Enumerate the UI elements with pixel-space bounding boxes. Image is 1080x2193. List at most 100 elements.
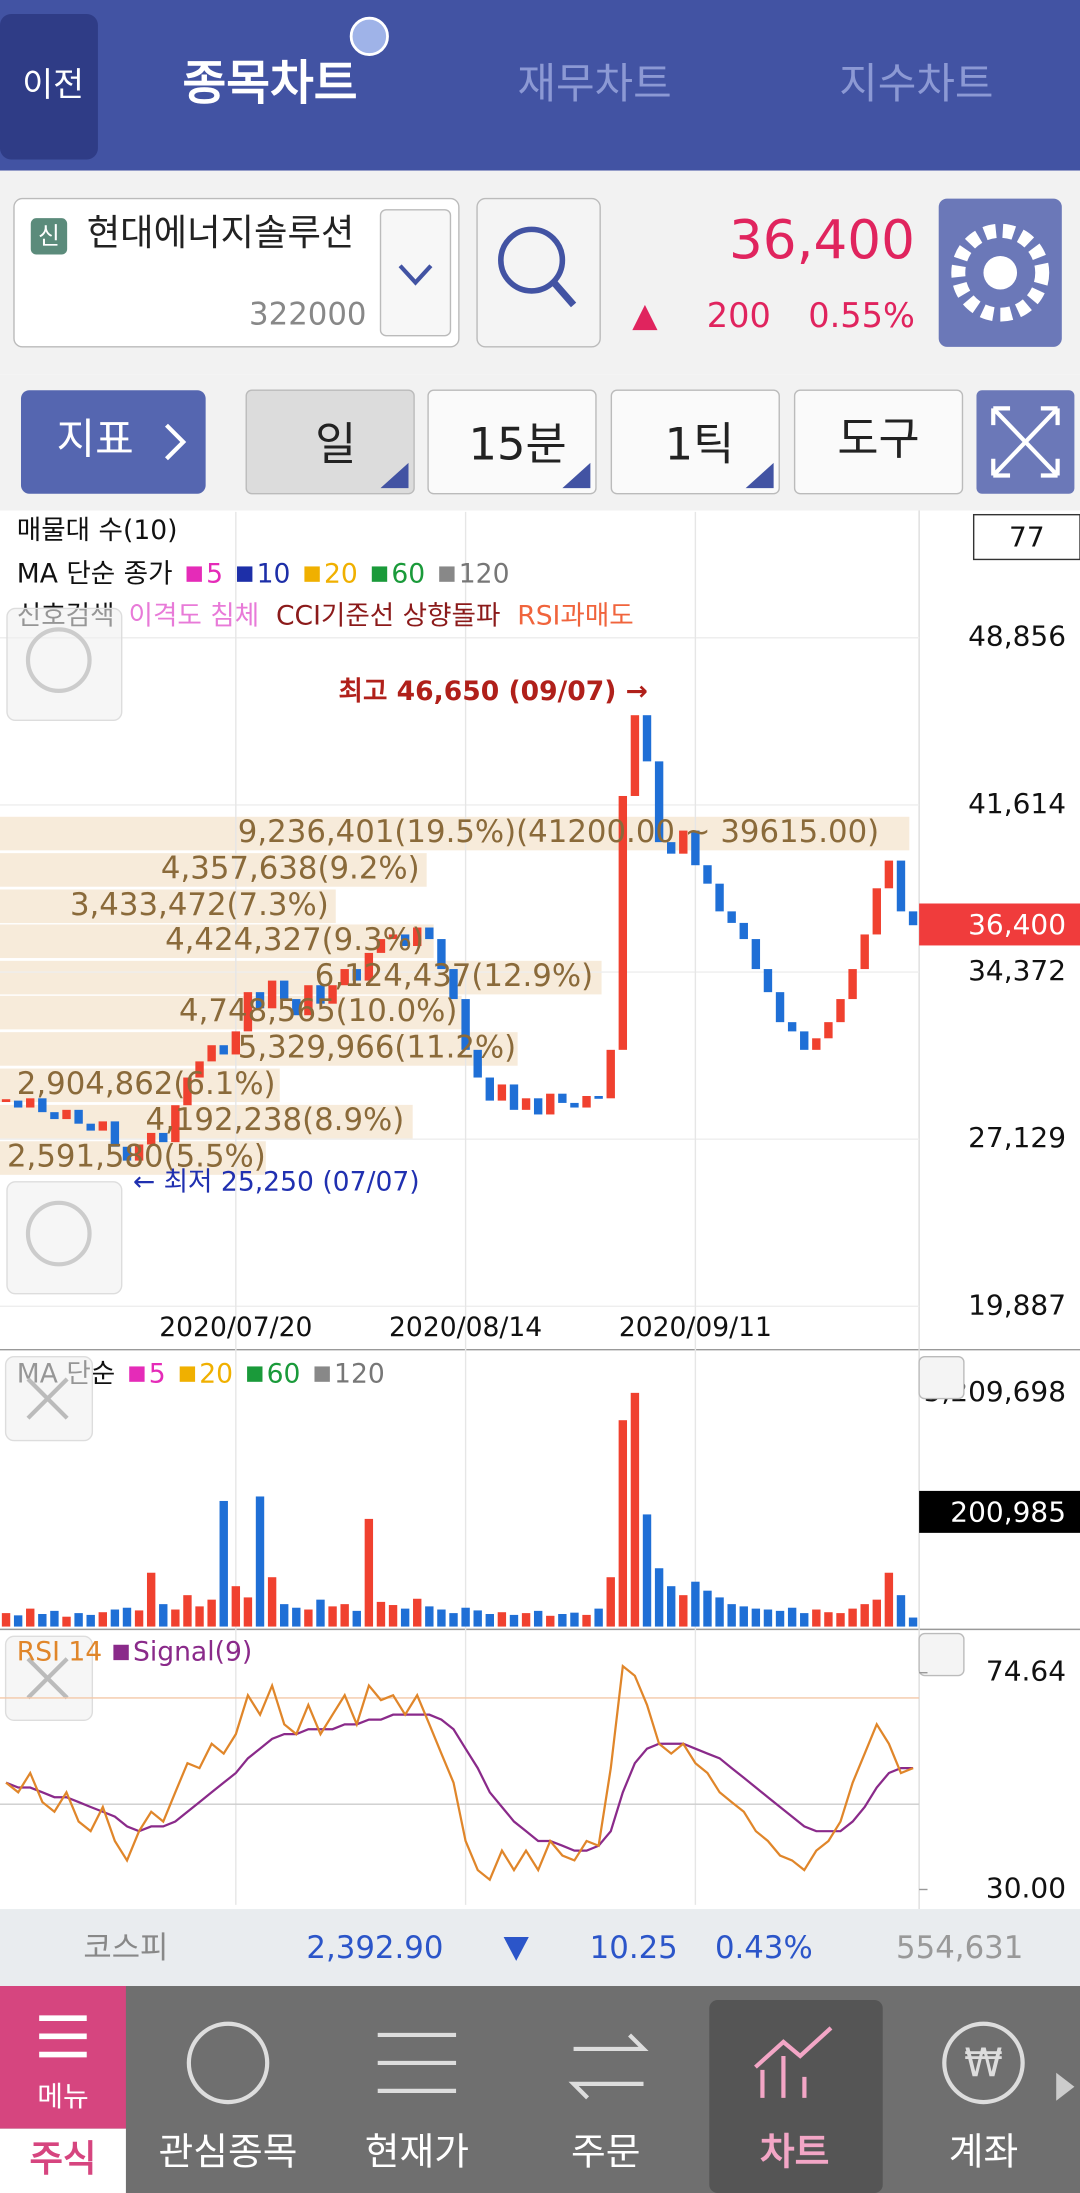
expand-icon — [991, 406, 1060, 478]
nav-more[interactable] — [1056, 2072, 1075, 2101]
nav-icon — [754, 2026, 833, 2098]
candle — [316, 985, 325, 1004]
period-label: 15분 — [469, 418, 567, 471]
candle — [485, 1077, 494, 1101]
rsi-line — [5, 1664, 914, 1882]
sync-icon[interactable] — [349, 16, 389, 56]
high-label: 최고 46,650 (09/07) → — [339, 676, 648, 707]
candle — [509, 1084, 519, 1110]
candle — [618, 795, 628, 1050]
volume-bar — [364, 1518, 374, 1627]
legend-swatch — [237, 566, 253, 582]
signal-label: RSI과매도 — [517, 600, 633, 631]
volume-bar — [473, 1610, 482, 1627]
nav-item[interactable]: 계좌 — [949, 2129, 1018, 2173]
volume-bar — [13, 1615, 23, 1627]
volume-bar — [908, 1617, 918, 1627]
candle — [219, 1045, 228, 1055]
volume-bar — [74, 1613, 83, 1627]
tab[interactable]: 지수차트 — [839, 59, 993, 108]
zoom-button[interactable] — [6, 607, 123, 721]
volume-bar — [280, 1604, 289, 1627]
volume-bar — [316, 1599, 325, 1627]
candle — [13, 1100, 23, 1108]
x-tick-label: 2020/07/20 — [159, 1312, 312, 1343]
volume-bar — [872, 1599, 881, 1627]
nav-item[interactable]: 관심종목 — [159, 2129, 298, 2173]
nav-selected — [709, 1999, 883, 2193]
y-tick-label: 41,614 — [968, 787, 1066, 820]
candle — [679, 830, 688, 854]
zoom-button[interactable] — [6, 1181, 123, 1295]
nav-item[interactable]: 차트 — [760, 2129, 829, 2173]
legend-swatch — [371, 566, 388, 582]
candle — [667, 842, 676, 854]
volume-bar — [62, 1616, 71, 1627]
candle — [787, 1022, 797, 1032]
y-tick-label: 74.64 — [986, 1655, 1066, 1688]
tools-button[interactable] — [793, 389, 964, 495]
nav-item[interactable]: 현재가 — [365, 2129, 469, 2173]
period-button[interactable] — [427, 389, 597, 495]
candle — [546, 1093, 555, 1115]
search-handle — [551, 280, 577, 308]
volume-bar — [727, 1604, 736, 1627]
tab-active[interactable]: 종목차트 — [182, 57, 357, 112]
period-button[interactable] — [610, 389, 780, 495]
candle — [437, 939, 446, 970]
candle — [449, 969, 458, 1000]
nav-item[interactable]: 주문 — [571, 2129, 640, 2173]
volume-bar — [509, 1614, 519, 1627]
volume-bar — [219, 1500, 228, 1627]
legend-label: 60 — [391, 558, 425, 589]
profile-label: 2,591,580(5.5%) — [7, 1139, 266, 1175]
zoom-icon — [25, 627, 92, 694]
candle — [800, 1031, 809, 1050]
search-button[interactable] — [476, 197, 601, 348]
profile-band — [0, 960, 602, 995]
candle — [642, 715, 652, 762]
stock-code: 322000 — [249, 297, 366, 333]
signal-label: 이격도 침체 — [129, 600, 260, 631]
indicator-label: 지표 — [57, 414, 134, 463]
chart-area: 48,856 41,614 34,372 27,129 19,887 2020/07/20… — [0, 510, 1080, 1910]
volume-bar — [800, 1613, 809, 1627]
volume-bar — [558, 1614, 567, 1627]
candle — [122, 1146, 132, 1161]
tab[interactable]: 재무차트 — [517, 59, 671, 108]
volume-bar — [243, 1597, 253, 1627]
period-button[interactable] — [245, 389, 415, 495]
candle — [26, 1098, 35, 1108]
dropdown[interactable] — [379, 209, 452, 337]
volume-bar — [546, 1615, 555, 1627]
volume-bar — [485, 1614, 494, 1627]
back-button[interactable] — [0, 13, 98, 160]
volume-bar — [231, 1586, 241, 1627]
indicator-button[interactable] — [20, 390, 206, 494]
x-tick-label: 2020/09/11 — [619, 1312, 772, 1343]
volume-bar — [207, 1599, 216, 1627]
candle — [50, 1112, 59, 1120]
candle — [159, 1132, 168, 1143]
legend-label: 120 — [334, 1358, 385, 1389]
candle — [860, 934, 869, 970]
volume-bar — [630, 1392, 640, 1627]
resize-button[interactable] — [918, 1632, 965, 1677]
volume-bar — [38, 1614, 47, 1627]
gear — [951, 223, 1050, 322]
period-label: 일 — [315, 418, 356, 471]
candle — [267, 980, 277, 1009]
candle — [376, 939, 386, 953]
gear-hub — [983, 255, 1018, 290]
resize-button[interactable] — [918, 1355, 965, 1400]
rsi-title: RSI 14 — [17, 1637, 102, 1668]
volume-bar — [703, 1590, 712, 1627]
volume-bar — [642, 1514, 652, 1627]
badge-text: 신 — [38, 222, 60, 250]
nav-icon — [942, 2021, 1025, 2105]
nav-icon — [377, 2032, 457, 2094]
stock-box[interactable] — [13, 197, 460, 348]
candle — [292, 999, 301, 1016]
volume-bar — [533, 1610, 543, 1627]
